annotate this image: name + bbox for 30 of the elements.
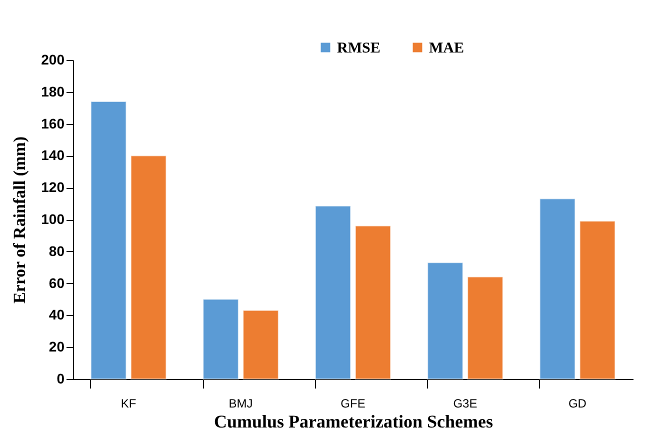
y-tick-label: 140 — [41, 147, 65, 164]
y-tick-label: 60 — [48, 274, 65, 291]
bar — [90, 100, 127, 380]
y-tick-label: 40 — [48, 306, 65, 323]
bar — [354, 225, 392, 380]
legend-label: RMSE — [337, 40, 380, 57]
legend-label: MAE — [429, 40, 464, 57]
x-tick-label: GFE — [340, 396, 366, 410]
y-tick-label: 0 — [56, 370, 65, 386]
bar — [579, 220, 616, 380]
x-tick-label: BMJ — [228, 396, 253, 410]
x-tick-label: KF — [120, 396, 136, 410]
bar — [427, 262, 464, 380]
x-tick-label: G3E — [453, 396, 478, 410]
bar — [130, 155, 167, 380]
bar — [467, 276, 504, 380]
bar — [539, 198, 576, 380]
y-tick-label: 80 — [48, 242, 65, 259]
bar — [202, 298, 239, 380]
x-tick-label: GD — [568, 396, 587, 410]
y-axis-title: Error of Rainfall (mm) — [10, 136, 30, 304]
y-tick-label: 20 — [48, 338, 65, 355]
y-tick-label: 200 — [41, 52, 65, 68]
y-tick-label: 180 — [41, 83, 65, 100]
bar — [242, 310, 279, 380]
y-tick-label: 120 — [41, 179, 65, 196]
y-tick-label: 160 — [41, 115, 65, 132]
x-axis-title: Cumulus Parameterization Schemes — [214, 412, 493, 429]
bar — [314, 205, 352, 380]
y-tick-label: 100 — [41, 211, 65, 227]
